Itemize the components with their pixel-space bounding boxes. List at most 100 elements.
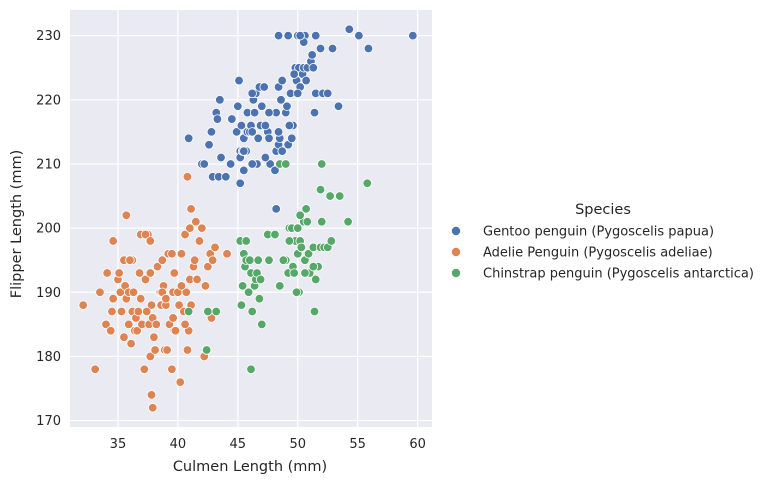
data-point xyxy=(333,101,344,111)
data-point xyxy=(189,255,200,265)
x-axis-label: Culmen Length (mm) xyxy=(173,459,327,475)
data-point xyxy=(183,133,194,144)
data-point xyxy=(271,204,281,214)
y-tick-label: 210 xyxy=(36,157,61,172)
data-point xyxy=(284,120,295,131)
data-point xyxy=(182,345,193,355)
data-point xyxy=(149,332,159,342)
data-point xyxy=(308,261,319,272)
y-tick-label: 180 xyxy=(36,350,61,365)
data-point xyxy=(167,364,177,374)
data-point xyxy=(215,95,225,105)
data-point xyxy=(270,229,280,240)
data-point xyxy=(255,274,266,285)
data-point xyxy=(245,255,255,265)
data-point xyxy=(161,293,171,304)
data-point xyxy=(293,223,303,233)
data-point xyxy=(259,82,269,92)
data-point xyxy=(273,127,284,137)
data-point xyxy=(150,345,160,355)
data-point xyxy=(317,217,327,227)
data-point xyxy=(168,313,178,323)
data-point xyxy=(151,319,162,330)
data-point xyxy=(325,191,335,201)
data-point xyxy=(140,274,151,285)
data-points xyxy=(78,24,418,413)
legend-label: Adelie Penguin (Pygoscelis adeliae) xyxy=(483,246,713,261)
data-point xyxy=(128,287,139,297)
data-point xyxy=(311,30,321,41)
data-point xyxy=(90,364,100,374)
legend-label: Gentoo penguin (Pygoscelis papua) xyxy=(483,225,714,240)
data-point xyxy=(308,63,319,73)
data-point xyxy=(307,50,317,60)
data-point xyxy=(124,319,134,330)
data-point xyxy=(264,133,274,144)
data-point xyxy=(249,107,260,118)
data-point xyxy=(315,43,326,54)
x-tick-label: 55 xyxy=(349,437,366,452)
data-point xyxy=(362,178,372,188)
y-axis-label: Flipper Length (mm) xyxy=(9,150,25,298)
data-point xyxy=(246,364,256,374)
y-tick-label: 220 xyxy=(36,93,61,108)
data-point xyxy=(283,30,293,41)
data-point xyxy=(145,236,156,246)
x-tick-label: 35 xyxy=(110,437,127,452)
x-tick-label: 50 xyxy=(289,437,306,452)
legend-title: Species xyxy=(575,202,631,218)
data-point xyxy=(239,146,249,156)
data-point xyxy=(281,159,291,169)
data-point xyxy=(234,75,244,86)
data-point xyxy=(119,332,129,342)
data-point xyxy=(343,217,353,227)
data-point xyxy=(181,287,191,297)
legend-marker xyxy=(450,225,461,236)
data-point xyxy=(142,306,152,317)
data-point xyxy=(239,165,249,176)
data-point xyxy=(260,152,271,163)
data-point xyxy=(301,204,311,214)
data-point xyxy=(192,274,202,285)
data-point xyxy=(216,152,226,163)
data-point xyxy=(203,306,213,317)
data-point xyxy=(167,249,177,259)
data-point xyxy=(289,69,299,79)
data-point xyxy=(212,114,223,124)
data-point xyxy=(311,274,321,285)
data-point xyxy=(116,306,127,317)
data-point xyxy=(235,178,245,188)
data-point xyxy=(134,268,145,278)
data-point xyxy=(139,364,150,374)
data-point xyxy=(211,306,221,317)
legend-label: Chinstrap penguin (Pygoscelis antarctica… xyxy=(483,267,754,282)
data-point xyxy=(204,140,214,150)
x-tick-label: 45 xyxy=(230,437,247,452)
data-point xyxy=(233,101,243,111)
y-tick-label: 170 xyxy=(36,414,61,429)
data-point xyxy=(302,217,313,227)
data-point xyxy=(182,172,193,182)
data-point xyxy=(354,30,364,41)
data-point xyxy=(207,255,218,265)
data-point xyxy=(174,300,184,310)
data-point xyxy=(186,204,196,214)
x-tick-label: 40 xyxy=(170,437,187,452)
legend-marker xyxy=(450,246,461,257)
data-point xyxy=(265,159,275,169)
legend: Species Gentoo penguin (Pygoscelis papua… xyxy=(450,202,754,282)
y-tick-label: 190 xyxy=(36,286,61,301)
data-point xyxy=(277,75,287,86)
data-point xyxy=(253,255,263,265)
data-point xyxy=(157,255,167,265)
data-point xyxy=(136,293,146,304)
data-point xyxy=(78,300,88,310)
data-point xyxy=(152,261,163,272)
data-point xyxy=(169,268,179,278)
y-tick-label: 200 xyxy=(36,222,61,237)
data-point xyxy=(180,319,190,330)
data-point xyxy=(197,223,207,233)
data-point xyxy=(278,255,289,265)
data-point xyxy=(344,24,354,34)
